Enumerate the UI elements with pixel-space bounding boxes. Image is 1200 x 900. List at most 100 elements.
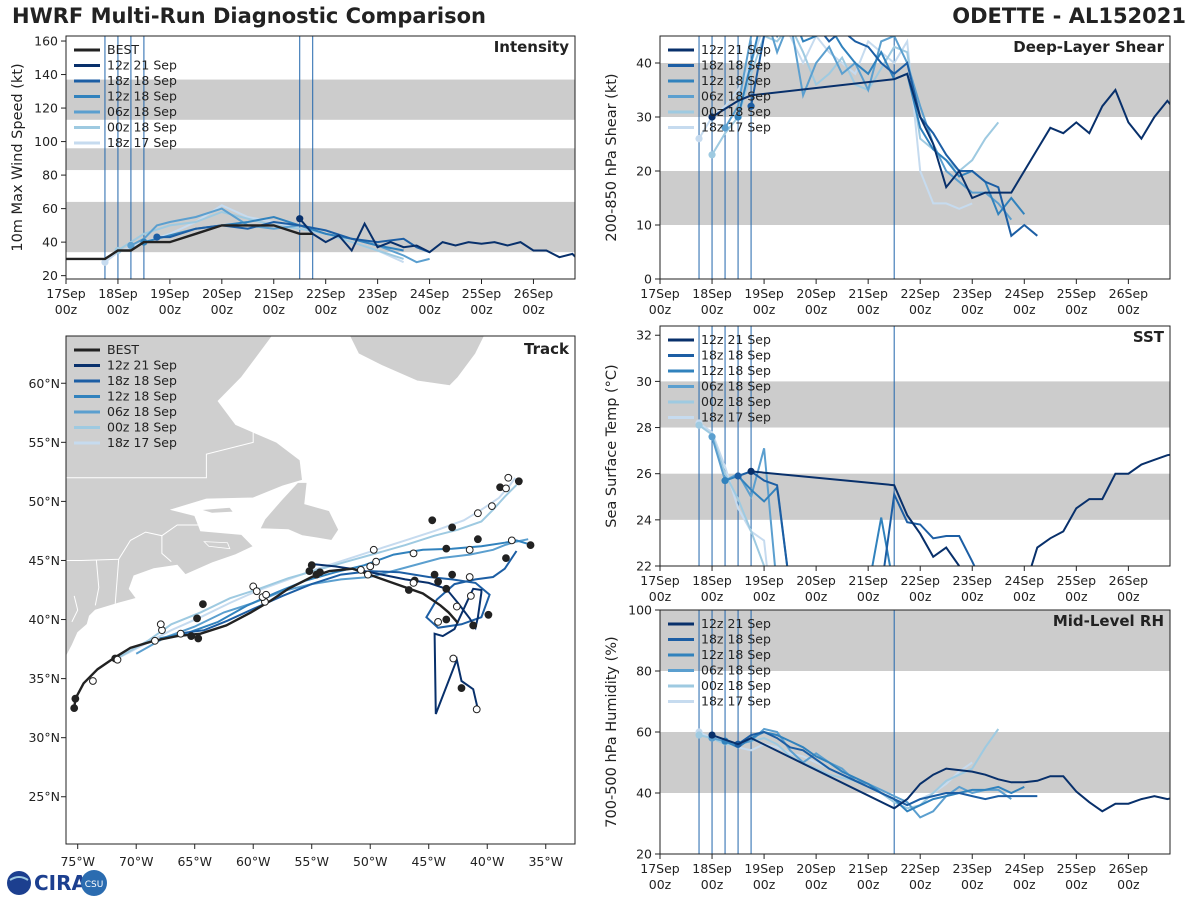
cira-logo: CIRA CSU xyxy=(7,870,107,896)
x-tick-label: 25Sep xyxy=(1057,861,1097,876)
track-point-open xyxy=(452,602,461,611)
track-point-open xyxy=(504,473,513,482)
x-tick-label: 00z xyxy=(649,589,672,603)
x-tick-label: 00z xyxy=(366,302,389,315)
x-tick-label: 19Sep xyxy=(744,573,784,588)
track-line xyxy=(177,550,518,635)
series-start-point xyxy=(127,241,135,250)
x-tick-label: 23Sep xyxy=(953,286,993,301)
storm-id-title: ODETTE - AL152021 xyxy=(952,4,1186,28)
y-axis-label: Sea Surface Temp (°C) xyxy=(604,364,620,527)
legend-label: 00z 18 Sep xyxy=(107,420,177,435)
track-point-open xyxy=(488,502,496,511)
legend-label: 00z 18 Sep xyxy=(701,678,771,693)
y-tick-label: 80 xyxy=(636,664,652,679)
track-point-open xyxy=(372,557,380,566)
lat-tick-label: 50°N xyxy=(28,494,60,509)
legend-label: 18z 18 Sep xyxy=(701,632,771,647)
track-point-open xyxy=(434,617,442,626)
map-area xyxy=(66,336,535,715)
series-start-point xyxy=(747,102,755,110)
series-line xyxy=(737,470,976,566)
threshold-band xyxy=(660,610,1170,671)
lat-tick-label: 60°N xyxy=(28,376,60,391)
legend-label: BEST xyxy=(107,342,139,357)
y-tick-label: 100 xyxy=(628,603,652,618)
x-tick-label: 17Sep xyxy=(640,573,680,588)
track-point-filled xyxy=(70,704,79,713)
track-point-filled xyxy=(199,600,207,609)
legend-label: 18z 17 Sep xyxy=(701,410,771,425)
track-point-filled xyxy=(194,634,203,643)
y-axis-label: 700-500 hPa Humidity (%) xyxy=(604,636,620,827)
lon-tick-label: 35°W xyxy=(528,854,563,869)
series-line xyxy=(724,36,1013,221)
legend-label: 12z 21 Sep xyxy=(701,332,771,347)
series-line xyxy=(724,730,1025,813)
x-tick-label: 24Sep xyxy=(410,286,450,301)
track-point-filled xyxy=(502,554,510,563)
series-start-point xyxy=(695,135,703,143)
y-tick-label: 20 xyxy=(636,847,652,862)
x-tick-label: 24Sep xyxy=(1005,286,1045,301)
track-point-filled xyxy=(473,535,482,544)
y-tick-label: 30 xyxy=(636,110,652,125)
x-tick-label: 20Sep xyxy=(796,286,836,301)
legend-label: BEST xyxy=(107,42,139,57)
map-frame xyxy=(65,335,576,845)
threshold-band xyxy=(66,79,575,120)
threshold-band xyxy=(660,381,1170,428)
y-tick-label: 20 xyxy=(42,268,58,283)
plot-frame xyxy=(659,325,1171,567)
x-tick-label: 18Sep xyxy=(692,573,732,588)
track-point-filled xyxy=(71,694,80,703)
series-line xyxy=(298,218,575,259)
x-tick-label: 26Sep xyxy=(1109,286,1149,301)
x-tick-label: 18Sep xyxy=(692,861,732,876)
lon-tick-label: 70°W xyxy=(119,854,154,869)
series-line xyxy=(711,727,1012,819)
x-tick-label: 00z xyxy=(961,302,984,315)
legend-label: 12z 18 Sep xyxy=(701,73,771,88)
north-america-land xyxy=(66,336,303,686)
x-tick-label: 21Sep xyxy=(254,286,294,301)
track-point-filled xyxy=(434,577,442,586)
page-title: HWRF Multi-Run Diagnostic Comparison xyxy=(12,4,487,28)
lon-tick-label: 40°W xyxy=(470,854,505,869)
x-tick-label: 00z xyxy=(857,877,880,892)
track-point-open xyxy=(252,587,261,596)
lat-tick-label: 25°N xyxy=(28,789,60,804)
x-tick-label: 00z xyxy=(753,877,776,892)
y-axis-label: 200-850 hPa Shear (kt) xyxy=(604,73,620,241)
x-tick-label: 23Sep xyxy=(953,861,993,876)
x-tick-label: 00z xyxy=(1013,589,1036,603)
track-point-open xyxy=(472,705,481,714)
track-point-filled xyxy=(430,570,439,579)
series-start-point xyxy=(708,113,716,121)
x-tick-label: 17Sep xyxy=(640,861,680,876)
track-point-open xyxy=(366,562,375,571)
state-border xyxy=(114,559,120,606)
pei-island xyxy=(203,541,231,550)
lon-tick-label: 50°W xyxy=(353,854,388,869)
track-point-open xyxy=(262,590,270,599)
threshold-band xyxy=(660,171,1170,225)
plot-area xyxy=(66,36,575,279)
x-tick-label: 00z xyxy=(909,302,932,315)
track-point-open xyxy=(449,654,458,663)
y-tick-label: 40 xyxy=(636,56,652,71)
x-tick-label: 00z xyxy=(1117,589,1140,603)
series-line xyxy=(130,207,430,264)
series-start-point xyxy=(101,258,109,266)
x-tick-label: 21Sep xyxy=(848,573,888,588)
x-tick-label: 21Sep xyxy=(848,861,888,876)
x-tick-label: 00z xyxy=(649,302,672,315)
panel-title: SST xyxy=(1133,328,1165,346)
legend-label: 06z 18 Sep xyxy=(107,104,177,119)
x-tick-label: 00z xyxy=(470,302,493,315)
x-tick-label: 24Sep xyxy=(1005,573,1045,588)
x-tick-label: 00z xyxy=(107,302,130,315)
y-tick-label: 120 xyxy=(34,101,58,116)
x-tick-label: 23Sep xyxy=(358,286,398,301)
x-tick-label: 19Sep xyxy=(744,286,784,301)
